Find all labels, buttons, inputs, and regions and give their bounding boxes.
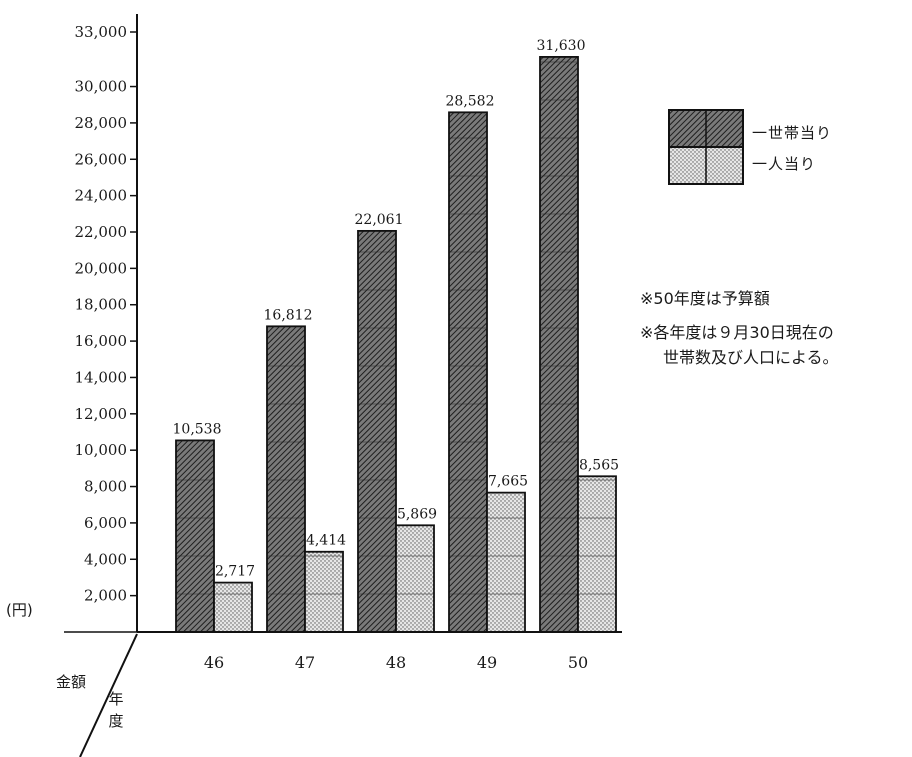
data-label-person-46: 2,717	[215, 564, 255, 580]
data-label-household-46: 10,538	[173, 421, 222, 437]
y-tick-label: 12,000	[75, 405, 128, 423]
y-tick-label: 16,000	[75, 332, 128, 350]
note-budget: ※50年度は予算額	[640, 289, 770, 308]
x-tick-label-48: 48	[386, 653, 406, 672]
data-label-person-49: 7,665	[488, 474, 528, 490]
bar-person-49	[486, 491, 526, 633]
data-label-person-50: 8,565	[579, 457, 619, 473]
y-tick-label: 22,000	[75, 223, 128, 241]
data-label-household-50: 31,630	[537, 38, 586, 54]
bar-household-47	[266, 325, 306, 633]
y-tick-label: 33,000	[75, 23, 128, 41]
y-axis-title: 金額	[56, 673, 87, 691]
y-tick-label: 20,000	[75, 259, 128, 277]
legend-label-household: 一世帯当り	[752, 124, 833, 142]
y-tick-label: 4,000	[84, 550, 127, 568]
y-tick-label: 2,000	[84, 587, 127, 605]
x-tick-label-46: 46	[204, 653, 224, 672]
bar-person-48	[395, 524, 435, 633]
x-axis-title-text: 年度	[108, 690, 124, 730]
corner-diagonal-line	[79, 633, 138, 757]
bar-person-50	[577, 475, 617, 633]
data-label-person-48: 5,869	[397, 506, 437, 522]
y-tick-label: 26,000	[75, 150, 128, 168]
data-label-household-48: 22,061	[355, 212, 404, 228]
bar-household-50	[539, 56, 579, 633]
note-population-basis: 世帯数及び人口による。	[663, 348, 839, 367]
x-tick-label-50: 50	[568, 653, 588, 672]
legend-swatches	[668, 109, 744, 185]
y-tick-label: 28,000	[75, 114, 128, 132]
bar-person-47	[304, 550, 344, 633]
y-tick-label: 8,000	[84, 478, 127, 496]
x-axis-title: 年度	[106, 688, 126, 732]
legend-label-person: 一人当り	[752, 155, 817, 173]
note-reference-date: ※各年度は９月30日現在の	[640, 323, 834, 342]
x-tick-label-49: 49	[477, 653, 497, 672]
y-tick-label: 18,000	[75, 296, 128, 314]
bar-person-46	[213, 581, 253, 633]
bar-household-46	[175, 439, 215, 633]
y-tick-label: 30,000	[75, 78, 128, 96]
y-tick-label: 24,000	[75, 187, 128, 205]
y-tick-label: 10,000	[75, 441, 128, 459]
y-tick-label: 14,000	[75, 368, 128, 386]
data-label-household-47: 16,812	[264, 307, 313, 323]
y-unit-label: (円)	[6, 601, 33, 619]
x-tick-label-47: 47	[295, 653, 315, 672]
bar-household-49	[448, 111, 488, 633]
data-label-household-49: 28,582	[446, 93, 495, 109]
y-tick-label: 6,000	[84, 514, 127, 532]
bar-household-48	[357, 229, 397, 633]
data-label-person-47: 4,414	[306, 533, 346, 549]
